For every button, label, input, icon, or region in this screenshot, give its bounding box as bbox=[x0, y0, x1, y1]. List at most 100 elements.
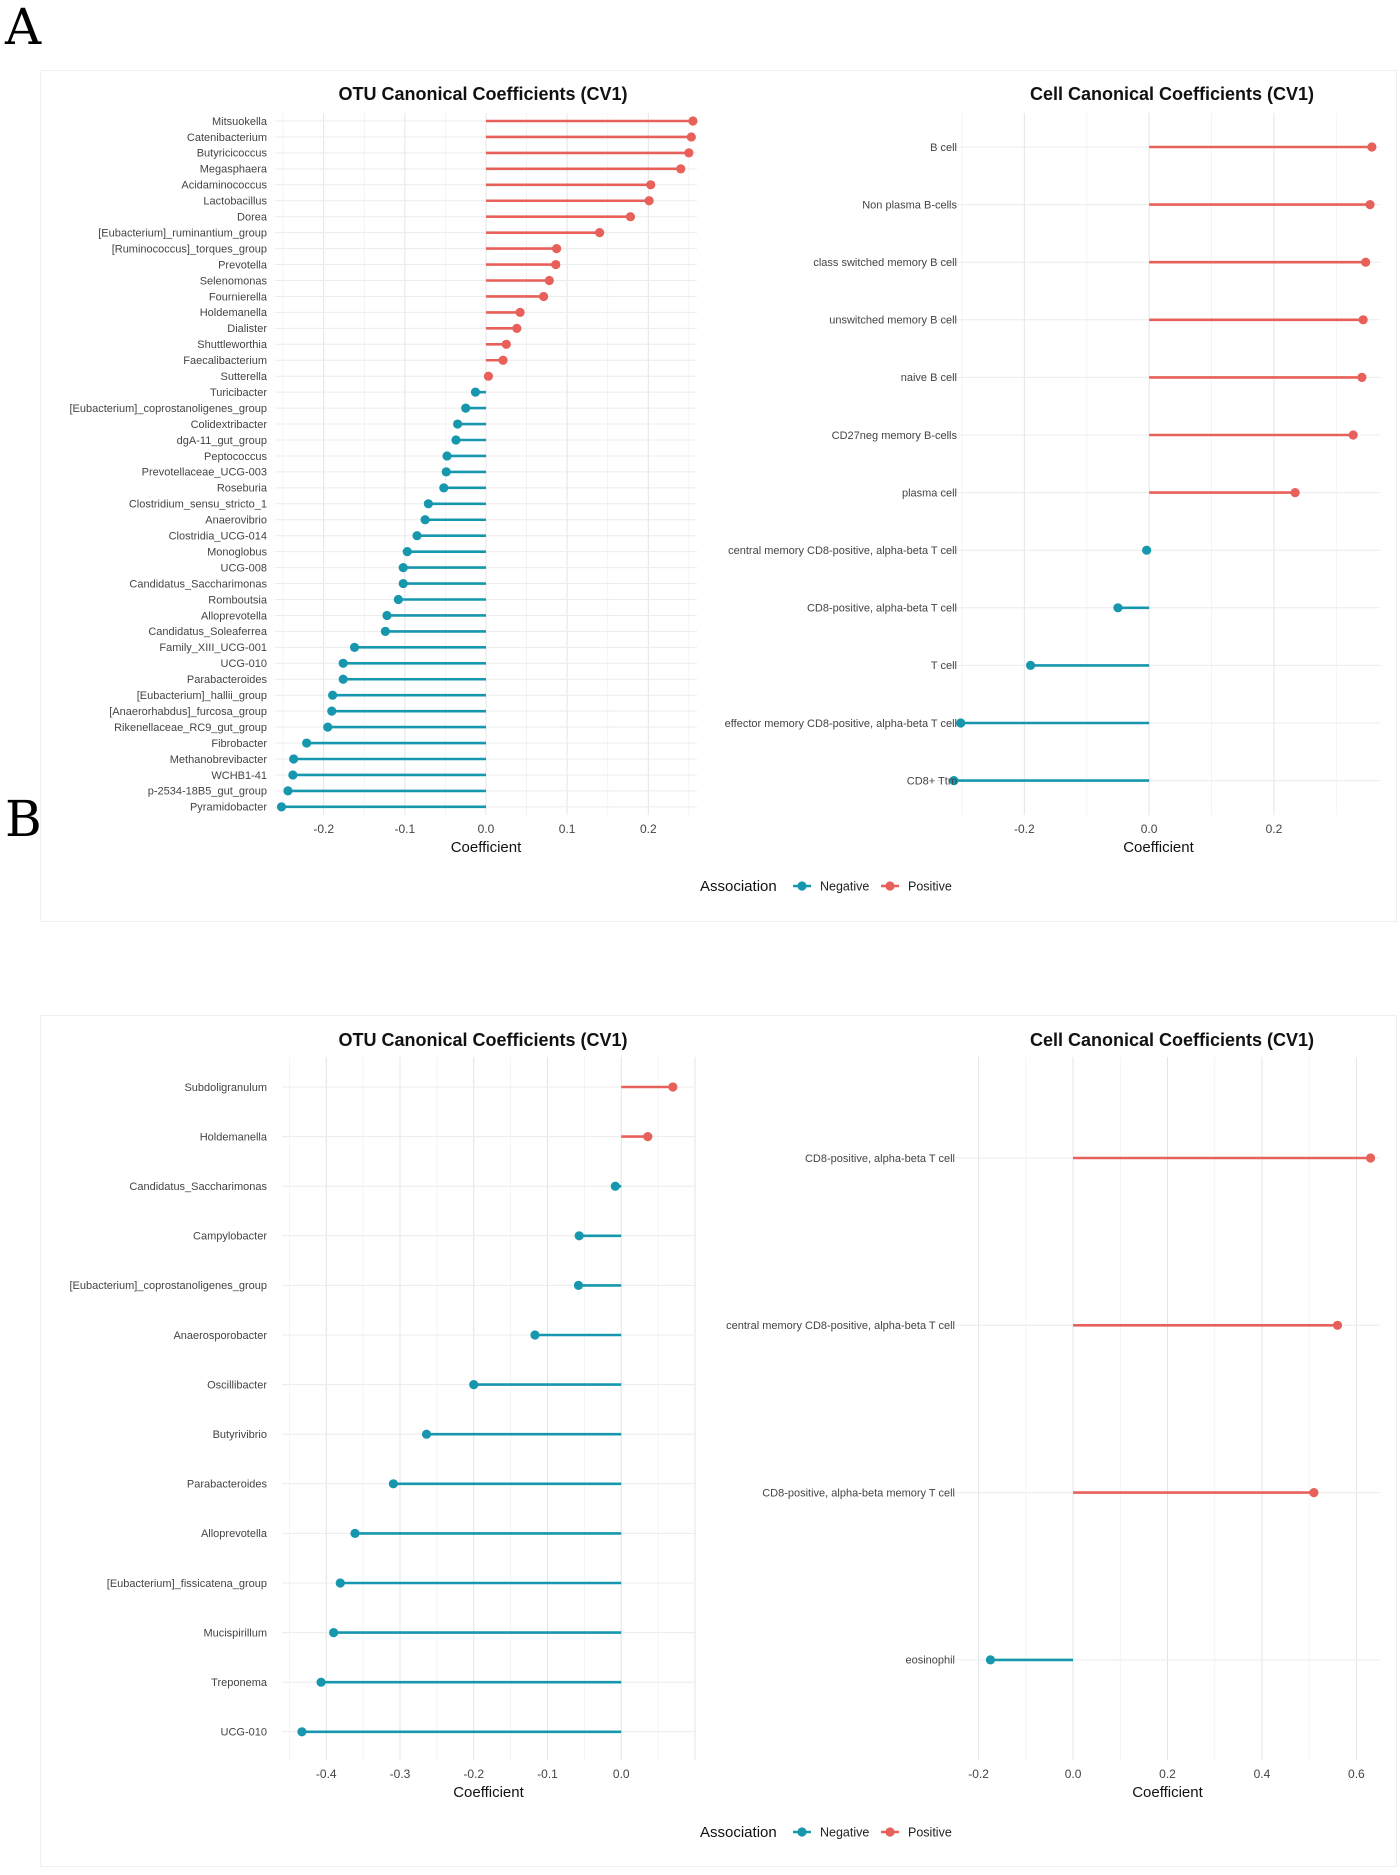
panel-b-frame bbox=[40, 1015, 1397, 1867]
lollipop-point bbox=[398, 563, 408, 573]
lollipop-point bbox=[595, 228, 605, 238]
legend-negative-dot bbox=[797, 881, 807, 891]
category-label: Acidaminococcus bbox=[181, 180, 267, 192]
lollipop-point bbox=[412, 531, 422, 541]
category-label: p-2534-18B5_gut_group bbox=[148, 786, 267, 798]
lollipop-point bbox=[949, 776, 959, 786]
lollipop-point bbox=[646, 180, 656, 190]
lollipop-point bbox=[644, 196, 654, 206]
lollipop-point bbox=[393, 594, 403, 605]
lollipop-point bbox=[402, 547, 412, 557]
lollipop-point bbox=[335, 1578, 345, 1588]
x-tick-label: 0.0 bbox=[613, 1767, 630, 1781]
lollipop-point bbox=[501, 339, 511, 349]
x-tick-label: -0.2 bbox=[1014, 822, 1035, 836]
lollipop-point bbox=[382, 610, 392, 621]
category-label: Faecalibacterium bbox=[183, 355, 267, 367]
category-label: Turicibacter bbox=[210, 387, 267, 399]
lollipop-point bbox=[328, 690, 338, 700]
chart-title: Cell Canonical Coefficients (CV1) bbox=[1030, 84, 1314, 104]
lollipop-point bbox=[469, 1380, 479, 1390]
lollipop-point bbox=[1358, 315, 1368, 325]
x-tick-label: -0.2 bbox=[313, 822, 334, 836]
category-label: Candidatus_Soleaferrea bbox=[148, 626, 268, 638]
category-label: Dialister bbox=[227, 323, 267, 335]
category-label: Clostridium_sensu_stricto_1 bbox=[129, 499, 267, 511]
lollipop-point bbox=[573, 1280, 584, 1290]
lollipop-point bbox=[530, 1330, 540, 1340]
category-label: Alloprevotella bbox=[201, 1528, 268, 1540]
lollipop-point bbox=[551, 259, 561, 270]
lollipop-point bbox=[297, 1727, 307, 1737]
lollipop-point bbox=[985, 1655, 996, 1665]
lollipop-point bbox=[276, 802, 287, 812]
category-label: CD8-positive, alpha-beta memory T cell bbox=[762, 1487, 955, 1499]
category-label: Parabacteroides bbox=[187, 674, 268, 686]
lollipop-point bbox=[323, 722, 333, 732]
category-label: [Eubacterium]_coprostanoligenes_group bbox=[69, 1280, 267, 1292]
lollipop-point bbox=[676, 164, 686, 174]
lollipop-point bbox=[470, 387, 481, 397]
chart-title: OTU Canonical Coefficients (CV1) bbox=[338, 84, 627, 104]
lollipop-point bbox=[439, 483, 449, 493]
lollipop-point bbox=[1113, 603, 1123, 613]
x-tick-label: -0.4 bbox=[316, 1767, 337, 1781]
x-tick-label: 0.4 bbox=[1254, 1767, 1271, 1781]
legend-positive-label: Positive bbox=[908, 1826, 952, 1840]
lollipop-point bbox=[388, 1479, 398, 1489]
category-label: Treponema bbox=[211, 1677, 268, 1689]
legend-negative-label: Negative bbox=[820, 880, 869, 894]
legend-negative-dot bbox=[797, 1827, 807, 1837]
x-tick-label: 0.2 bbox=[1266, 822, 1283, 836]
category-label: Anaerovibrio bbox=[205, 515, 267, 527]
lollipop-point bbox=[1367, 142, 1377, 152]
lollipop-point bbox=[498, 355, 508, 365]
category-label: CD8-positive, alpha-beta T cell bbox=[805, 1153, 955, 1165]
lollipop-point bbox=[684, 148, 694, 158]
category-label: Lactobacillus bbox=[203, 196, 267, 208]
category-label: Megasphaera bbox=[200, 164, 268, 176]
lollipop-point bbox=[1332, 1320, 1343, 1330]
lollipop-point bbox=[1357, 372, 1367, 382]
panel-a-frame bbox=[40, 70, 1397, 922]
category-label: Non plasma B-cells bbox=[862, 199, 957, 211]
lollipop-point bbox=[338, 674, 348, 684]
category-label: UCG-008 bbox=[221, 562, 267, 574]
x-tick-label: 0.2 bbox=[640, 822, 657, 836]
lollipop-point bbox=[327, 706, 337, 716]
lollipop-point bbox=[338, 658, 348, 668]
category-label: Fibrobacter bbox=[211, 738, 267, 750]
lollipop-point bbox=[452, 419, 463, 429]
legend-positive-label: Positive bbox=[908, 880, 952, 894]
x-axis-label: Coefficient bbox=[451, 839, 522, 856]
lollipop-point bbox=[574, 1231, 584, 1241]
lollipop-point bbox=[451, 435, 461, 445]
lollipop-point bbox=[302, 738, 312, 748]
lollipop-point bbox=[398, 578, 408, 589]
lollipop-point bbox=[512, 323, 522, 333]
category-label: Alloprevotella bbox=[201, 610, 268, 622]
lollipop-point bbox=[288, 770, 298, 780]
lollipop-point bbox=[552, 244, 562, 254]
category-label: dgA-11_gut_group bbox=[177, 435, 267, 447]
category-label: Fournierella bbox=[209, 291, 268, 303]
chart-title: OTU Canonical Coefficients (CV1) bbox=[338, 1030, 627, 1050]
lollipop-point bbox=[643, 1132, 653, 1142]
lollipop-point bbox=[1348, 430, 1358, 440]
category-label: CD8-positive, alpha-beta T cell bbox=[807, 603, 957, 615]
lollipop-point bbox=[1290, 488, 1300, 498]
category-label: Shuttleworthia bbox=[197, 339, 268, 351]
category-label: Clostridia_UCG-014 bbox=[169, 531, 267, 543]
lollipop-point bbox=[316, 1677, 326, 1687]
lollipop-point bbox=[461, 403, 471, 413]
legend-title: Association bbox=[700, 1824, 777, 1841]
category-label: CD27neg memory B-cells bbox=[832, 430, 958, 442]
lollipop-point bbox=[539, 291, 549, 302]
lollipop-point bbox=[515, 307, 525, 317]
category-label: [Eubacterium]_coprostanoligenes_group bbox=[69, 403, 267, 415]
category-label: Methanobrevibacter bbox=[170, 754, 268, 766]
category-label: Oscillibacter bbox=[207, 1379, 267, 1391]
lollipop-point bbox=[625, 212, 636, 222]
